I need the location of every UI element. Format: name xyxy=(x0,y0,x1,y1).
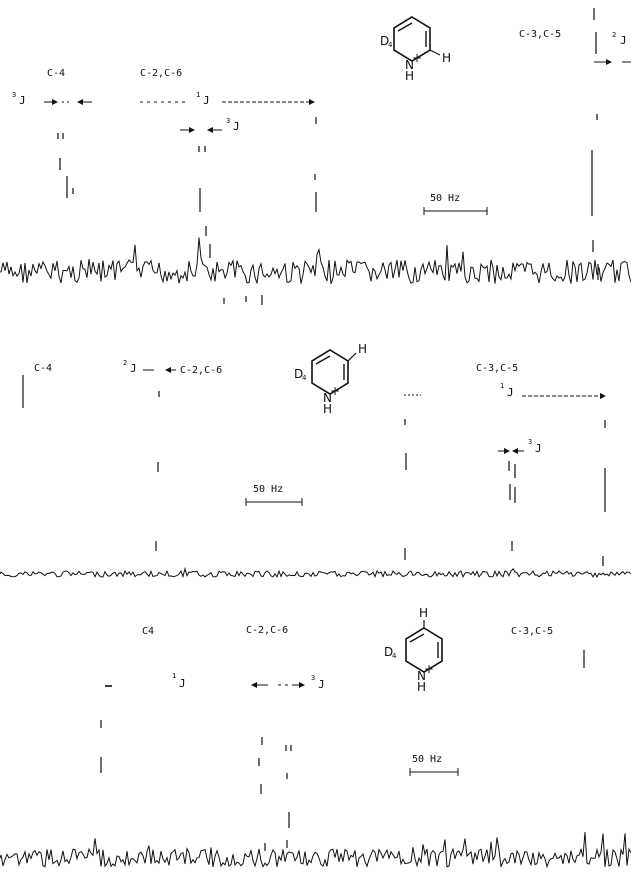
svg-text:H: H xyxy=(417,680,426,694)
panel-top: C-4 C-2,C-6 C-3,C-5 3 J 1 J 3 J 2 J xyxy=(0,8,631,305)
panel-middle: C-4 C-2,C-6 C-3,C-5 2 J 1 J 3 J 50 Hz xyxy=(0,342,631,579)
svg-text:H: H xyxy=(442,51,451,65)
svg-text:3: 3 xyxy=(528,438,532,446)
peak-label-c4: C-4 xyxy=(34,363,52,374)
svg-text:D: D xyxy=(294,367,303,381)
panel-bottom: C4 C-2,C-6 C-3,C-5 1 J 3 J 50 Hz D 4 N + xyxy=(0,606,631,869)
scale-bar-label: 50 Hz xyxy=(430,193,460,204)
svg-text:4: 4 xyxy=(388,41,393,49)
spectrum-trace-bottom xyxy=(0,832,631,869)
svg-text:3: 3 xyxy=(226,117,230,125)
coupling-label: 1 J xyxy=(172,672,186,690)
svg-text:+: + xyxy=(424,662,434,676)
svg-text:D: D xyxy=(380,34,389,48)
spectrum-trace-top xyxy=(0,237,631,285)
svg-text:+: + xyxy=(330,384,340,398)
svg-text:4: 4 xyxy=(302,374,307,382)
svg-text:H: H xyxy=(419,606,428,620)
coupling-label: 3 J xyxy=(528,438,542,455)
peak-group xyxy=(22,375,606,566)
svg-text:2: 2 xyxy=(612,31,616,39)
svg-text:J: J xyxy=(535,442,542,455)
pyridinium-structure-3h: D 4 N + H H xyxy=(294,342,367,416)
peak-label-c3-c5: C-3,C-5 xyxy=(476,363,518,374)
peak-label-c2-c6: C-2,C-6 xyxy=(246,625,288,636)
peak-label-c2-c6: C-2,C-6 xyxy=(180,365,222,376)
svg-text:2: 2 xyxy=(123,359,127,367)
svg-text:3: 3 xyxy=(12,91,16,99)
peak-label-c3-c5: C-3,C-5 xyxy=(511,626,553,637)
svg-text:J: J xyxy=(318,678,325,691)
svg-text:J: J xyxy=(203,94,210,107)
coupling-label: 3 J xyxy=(226,117,240,133)
coupling-label: 3 J xyxy=(12,91,26,107)
pyridinium-structure-4h: D 4 N + H H xyxy=(384,606,443,694)
peak-label-c3-c5: C-3,C-5 xyxy=(519,29,561,40)
svg-text:N: N xyxy=(323,391,332,405)
pyridinium-structure-2h: D 4 N + H H xyxy=(380,16,451,83)
svg-text:1: 1 xyxy=(172,672,176,680)
scale-bar-label: 50 Hz xyxy=(253,484,283,495)
svg-text:D: D xyxy=(384,645,393,659)
svg-text:1: 1 xyxy=(196,91,200,99)
svg-text:4: 4 xyxy=(392,652,397,660)
peak-group xyxy=(100,650,585,851)
coupling-label: 1 J xyxy=(500,382,514,399)
svg-text:N: N xyxy=(405,58,414,72)
svg-text:N: N xyxy=(417,669,426,683)
coupling-label: 2 J xyxy=(123,359,137,375)
svg-text:+: + xyxy=(412,51,422,65)
svg-text:H: H xyxy=(358,342,367,356)
svg-text:J: J xyxy=(233,120,240,133)
peak-label-c4: C4 xyxy=(142,626,154,637)
svg-text:J: J xyxy=(507,386,514,399)
svg-text:3: 3 xyxy=(311,674,315,682)
peak-label-c2-c6: C-2,C-6 xyxy=(140,68,182,79)
svg-text:J: J xyxy=(179,677,186,690)
scale-bar-label: 50 Hz xyxy=(412,754,442,765)
svg-text:H: H xyxy=(405,69,414,83)
svg-text:J: J xyxy=(620,34,627,47)
coupling-label: 3 J xyxy=(311,674,325,691)
coupling-label: 1 J xyxy=(196,91,210,107)
spectrum-trace-middle xyxy=(0,566,631,579)
peak-group xyxy=(57,8,599,305)
svg-text:1: 1 xyxy=(500,382,504,390)
svg-text:J: J xyxy=(130,362,137,375)
svg-text:H: H xyxy=(323,402,332,416)
peak-label-c4: C-4 xyxy=(47,68,65,79)
coupling-label: 2 J xyxy=(612,31,627,47)
svg-text:J: J xyxy=(19,94,26,107)
